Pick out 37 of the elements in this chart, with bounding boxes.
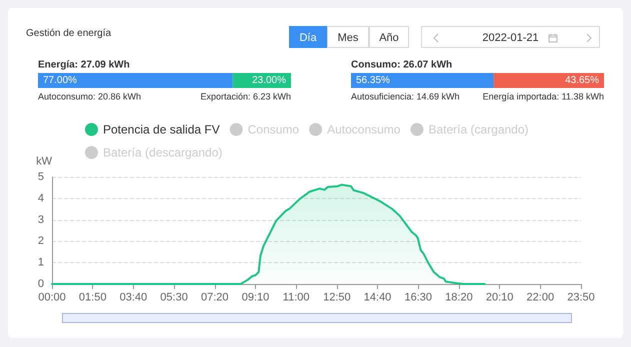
- text: Mes: [327, 26, 369, 48]
- text: Autosuficiencia: 14.69 kWh: [351, 92, 460, 102]
- y-tick-label: 3: [38, 214, 44, 226]
- x-tick-label: 07:20: [201, 292, 229, 304]
- y-tick-label: 4: [38, 192, 44, 204]
- x-tick-label: 22:00: [526, 292, 554, 304]
- text: Gestión de energía: [26, 28, 112, 39]
- x-tick-label: 18:20: [445, 292, 473, 304]
- legend-label: Potencia de salida FV: [103, 122, 220, 136]
- y-tick-label: 0: [38, 278, 44, 290]
- chart-title: Consumo: 26.07 kWh: [351, 60, 452, 70]
- x-tick-label: 01:50: [78, 292, 106, 304]
- x-tick-label: 09:10: [242, 292, 270, 304]
- text: Exportación: 6.23 kWh: [200, 92, 291, 102]
- y-axis-title: kW: [36, 156, 53, 168]
- x-tick-label: 20:10: [486, 292, 514, 304]
- y-tick-label: 5: [38, 171, 44, 183]
- x-tick-label: 11:00: [282, 292, 310, 304]
- data-label: 77.00%: [43, 75, 78, 86]
- text: Energía importada: 11.38 kWh: [482, 92, 604, 102]
- data-label: 43.65%: [565, 75, 600, 86]
- x-tick-label: 00:00: [38, 292, 66, 304]
- chart-title: Energía: 27.09 kWh: [38, 60, 130, 70]
- x-tick-label: 12:50: [323, 292, 351, 304]
- text: Día: [289, 26, 327, 48]
- text: Autoconsumo: 20.86 kWh: [38, 92, 142, 102]
- y-tick-label: 2: [38, 235, 44, 248]
- text: 2022-01-21: [482, 32, 539, 44]
- text: Año: [369, 26, 409, 48]
- x-tick-label: 14:40: [364, 292, 392, 304]
- x-tick-label: 23:50: [567, 292, 595, 304]
- data-label: 56.35%: [356, 75, 390, 86]
- data-label: 23.00%: [252, 75, 286, 86]
- x-tick-label: 05:30: [160, 292, 188, 304]
- x-tick-label: 16:30: [404, 292, 432, 304]
- x-tick-label: 03:40: [120, 292, 148, 304]
- y-tick-label: 1: [38, 256, 44, 269]
